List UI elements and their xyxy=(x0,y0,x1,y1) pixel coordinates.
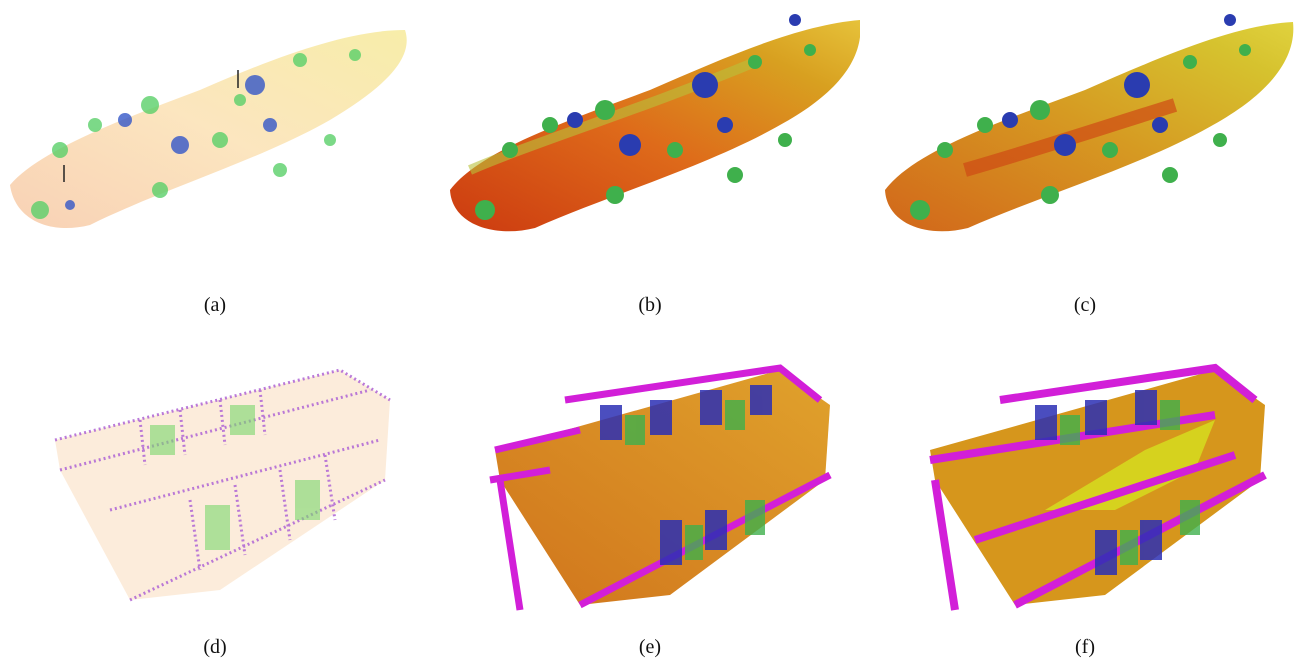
panel-b-image xyxy=(440,0,860,250)
panel-d-image xyxy=(40,360,400,610)
panel-a-image xyxy=(0,0,420,250)
caption-c: (c) xyxy=(1073,294,1097,316)
panel-f-image xyxy=(915,360,1275,620)
panel-e-image xyxy=(480,360,840,620)
panel-c-image xyxy=(875,0,1294,250)
caption-d: (d) xyxy=(203,636,227,658)
caption-a: (a) xyxy=(203,294,227,316)
caption-f: (f) xyxy=(1075,636,1095,658)
caption-b: (b) xyxy=(638,294,662,316)
caption-e: (e) xyxy=(638,636,662,658)
